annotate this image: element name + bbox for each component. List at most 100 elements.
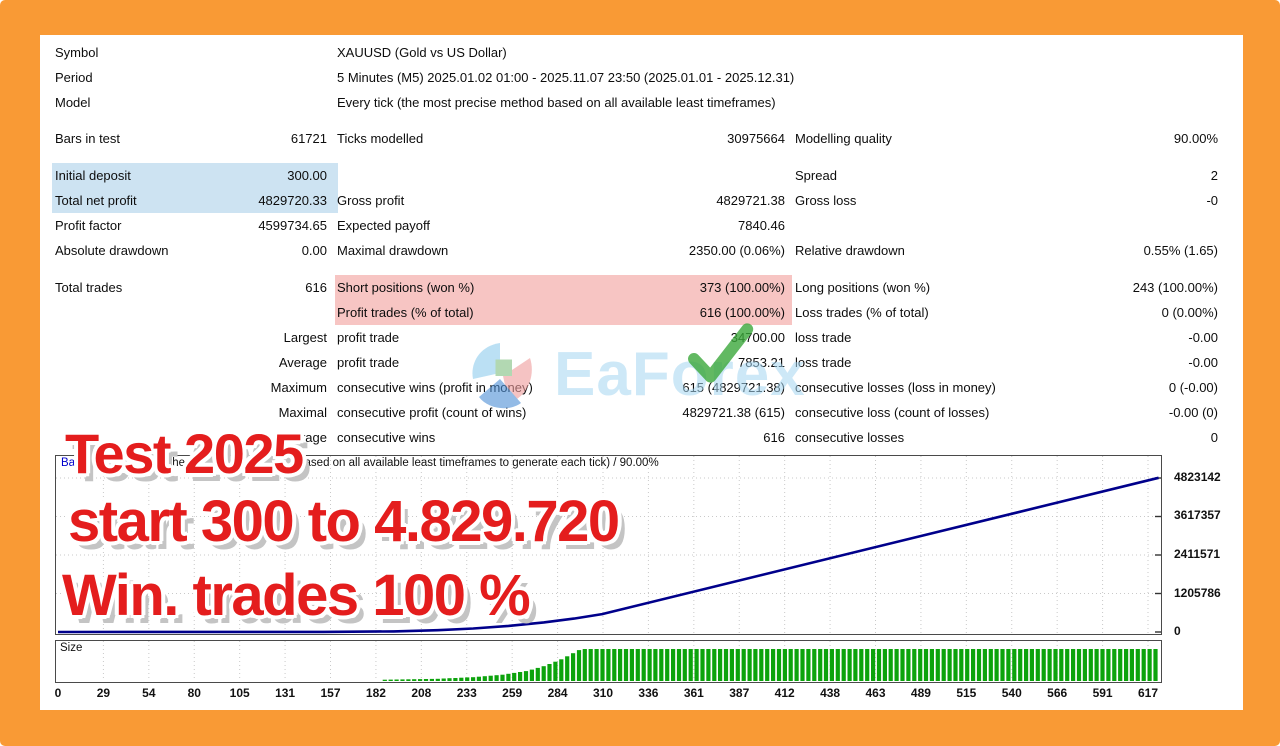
table-row: Bars in test 61721 Ticks modelled 30975664 M…: [40, 126, 1243, 151]
table-row: Profit trades (% of total) 616 (100.00%) L…: [40, 300, 1243, 325]
x-axis-label: 182: [365, 686, 386, 700]
balance-series-label: Balance: [61, 457, 103, 469]
balance-plot: [56, 456, 1161, 634]
table-row: Maximum consecutive wins (profit in money…: [40, 375, 1243, 400]
table-cell: Maximum: [270, 380, 327, 395]
table-cell: 7840.46: [738, 218, 785, 233]
table-row: Total trades 616 Short positions (won %) 37…: [40, 275, 1243, 300]
table-row: Absolute drawdown 0.00 Maximal drawdown 235…: [40, 238, 1243, 263]
table-cell: -0.00: [1188, 355, 1218, 370]
x-axis-label: 54: [142, 686, 156, 700]
table-cell: 61721: [290, 131, 327, 146]
x-axis-label: 29: [96, 686, 111, 700]
table-cell: 4829720.33: [258, 193, 327, 208]
table-cell: 616: [763, 430, 785, 445]
x-axis-label: 157: [320, 686, 341, 700]
table-cell: 30975664: [727, 131, 785, 146]
table-cell: 616 (100.00%): [699, 305, 785, 320]
highlight-short-positions-rows: [335, 275, 792, 325]
table-cell: 0 (0.00%): [1161, 305, 1218, 320]
table-cell: Period: [55, 70, 93, 85]
table-cell: 2350.00 (0.06%): [688, 243, 785, 258]
x-axis-label: 438: [820, 686, 841, 700]
table-row: Average profit trade 7853.21 loss trade -0.0…: [40, 350, 1243, 375]
table-row: Total net profit 4829720.33 Gross profit 48…: [40, 188, 1243, 213]
table-cell: Every tick (the most precise method base…: [337, 95, 776, 110]
table-cell: Model: [55, 95, 91, 110]
x-axis-label: 208: [411, 686, 432, 700]
x-axis-label: 566: [1047, 686, 1068, 700]
table-cell: 90.00%: [1173, 131, 1218, 146]
table-cell: Loss trades (% of total): [795, 305, 929, 320]
table-cell: 5 Minutes (M5) 2025.01.02 01:00 - 2025.1…: [337, 70, 795, 85]
y-axis-label: 3617357: [1174, 508, 1221, 523]
x-axis-label: 259: [502, 686, 523, 700]
table-cell: Short positions (won %): [337, 280, 475, 295]
table-cell: 616: [305, 280, 327, 295]
x-axis-label: 284: [547, 686, 568, 700]
table-cell: consecutive losses (loss in money): [795, 380, 996, 395]
table-cell: Absolute drawdown: [55, 243, 169, 258]
x-axis-label: 412: [774, 686, 795, 700]
y-axis-label: 0: [1174, 624, 1181, 638]
y-axis-label: 2411571: [1174, 547, 1221, 561]
table-cell: -0: [1206, 193, 1218, 208]
promo-line-2: start 300 to 4.829.720: [68, 489, 620, 554]
table-cell: 615 (4829721.38): [682, 380, 785, 395]
table-cell: Long positions (won %): [795, 280, 931, 295]
x-axis-label: 336: [638, 686, 659, 700]
table-cell: Modelling quality: [795, 131, 892, 146]
table-cell: 34700.00: [730, 330, 785, 345]
table-cell: 0 (-0.00): [1168, 380, 1218, 395]
table-cell: Bars in test: [55, 131, 121, 146]
x-axis-label: 463: [865, 686, 886, 700]
x-axis-label: 617: [1137, 686, 1159, 700]
table-row: Initial deposit 300.00 Spread 2: [40, 163, 1243, 188]
table-cell: Gross profit: [337, 193, 405, 208]
table-cell: XAUUSD (Gold vs US Dollar): [337, 45, 507, 60]
table-cell: Maximal: [278, 405, 327, 420]
table-cell: 300.00: [287, 168, 327, 183]
x-axis-label: 131: [275, 686, 296, 700]
table-cell: Gross loss: [795, 193, 857, 208]
table-cell: Total net profit: [55, 193, 137, 208]
table-cell: loss trade: [795, 355, 852, 370]
x-axis-label: 310: [592, 686, 614, 700]
table-cell: profit trade: [337, 330, 400, 345]
table-row: Profit factor 4599734.65 Expected payoff 78…: [40, 213, 1243, 238]
x-axis-label: 540: [1001, 686, 1022, 700]
x-axis-label: 387: [729, 686, 750, 700]
x-axis-label: 80: [187, 686, 201, 700]
size-chart[interactable]: Size: [55, 640, 1162, 683]
table-cell: Relative drawdown: [795, 243, 905, 258]
promo-line-3: Win. trades 100 %: [62, 563, 531, 628]
table-cell: consecutive wins: [337, 430, 436, 445]
table-cell: 4829721.38 (615): [682, 405, 785, 420]
x-axis-label: 105: [229, 686, 250, 700]
table-row: Model Every tick (the most precise method…: [40, 90, 1243, 115]
table-cell: -0.00: [1188, 330, 1218, 345]
table-cell: consecutive profit (count of wins): [337, 405, 527, 420]
x-axis-label: 489: [910, 686, 931, 700]
table-cell: 4599734.65: [258, 218, 327, 233]
table-cell: 2: [1210, 168, 1218, 183]
table-cell: profit trade: [337, 355, 400, 370]
table-row: Period 5 Minutes (M5) 2025.01.02 01:00 - …: [40, 65, 1243, 90]
table-cell: consecutive loss (count of losses): [795, 405, 990, 420]
table-cell: Profit trades (% of total): [337, 305, 474, 320]
table-cell: Expected payoff: [337, 218, 430, 233]
table-cell: Largest: [283, 330, 327, 345]
promo-line-1: Test 2025: [65, 422, 304, 485]
table-cell: Profit factor: [55, 218, 122, 233]
table-row: Maximal consecutive profit (count of wins…: [40, 400, 1243, 425]
chart-title-suffix: / Every tick (the most precise method ba…: [102, 457, 659, 469]
chart-title: Balance / Every tick (the most precise m…: [61, 457, 659, 469]
table-row: Symbol XAUUSD (Gold vs US Dollar): [40, 40, 1243, 65]
table-cell: consecutive losses: [795, 430, 905, 445]
table-cell: 373 (100.00%): [699, 280, 785, 295]
table-cell: Maximal drawdown: [337, 243, 449, 258]
balance-chart[interactable]: Balance / Every tick (the most precise m…: [55, 455, 1162, 635]
size-axis-label: Size: [60, 642, 83, 654]
table-cell: Initial deposit: [55, 168, 131, 183]
